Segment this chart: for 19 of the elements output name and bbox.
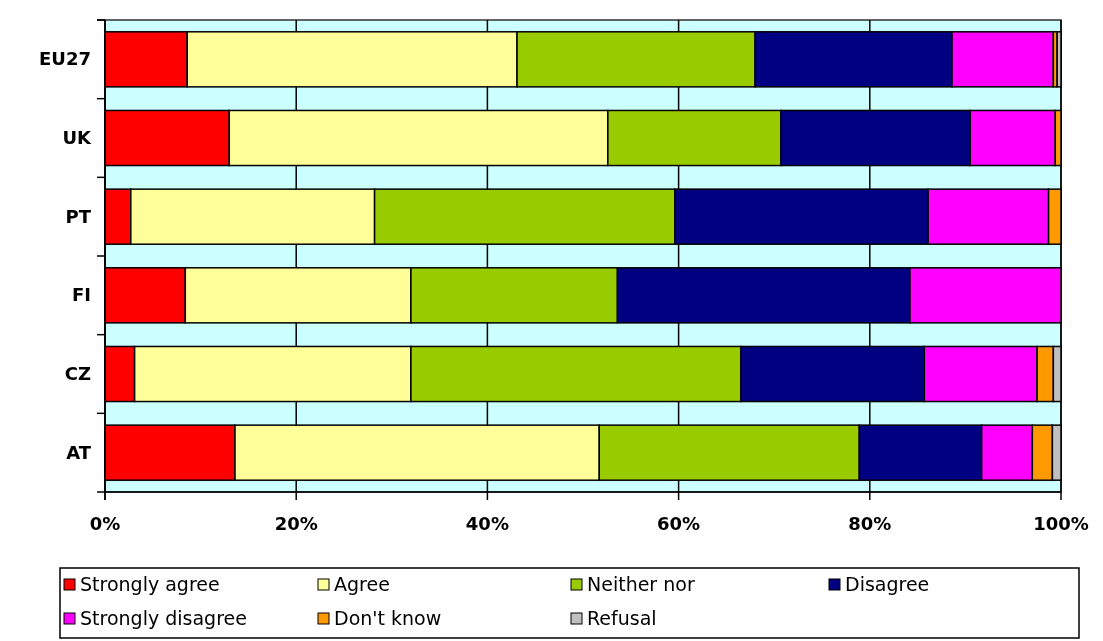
x-tick-label: 80% — [848, 513, 892, 534]
legend-label: Strongly disagree — [80, 607, 247, 629]
legend-label: Neither nor — [587, 573, 695, 595]
y-tick-label: UK — [62, 127, 93, 148]
x-tick-label: 100% — [1033, 513, 1089, 534]
y-tick-label: EU27 — [39, 48, 91, 70]
y-tick-label: CZ — [64, 363, 91, 384]
legend-label: Refusal — [587, 607, 657, 629]
x-tick-label: 40% — [465, 513, 509, 534]
legend-label: Agree — [334, 573, 390, 595]
y-tick-label: FI — [72, 284, 91, 306]
legend-label: Strongly agree — [80, 573, 220, 595]
y-tick-label: AT — [66, 441, 92, 463]
legend-label: Disagree — [845, 573, 930, 595]
legend-label: Don't know — [334, 607, 442, 629]
x-tick-label: 60% — [657, 513, 701, 534]
x-tick-label: 20% — [274, 513, 318, 534]
x-tick-label: 0% — [89, 513, 121, 534]
y-tick-label: PT — [65, 205, 92, 227]
